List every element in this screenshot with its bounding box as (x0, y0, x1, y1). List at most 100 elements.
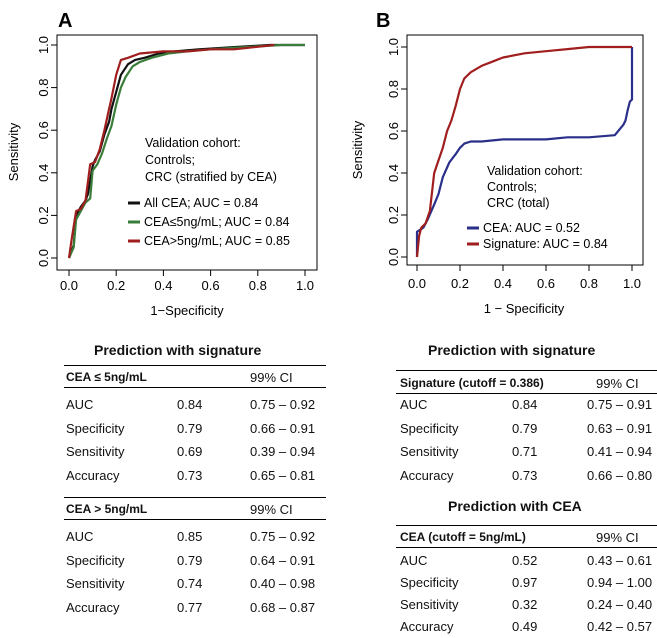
x-tick-label: 0.8 (580, 276, 598, 291)
table-cell-value: 0.84 (512, 397, 538, 412)
table-left-title: Prediction with signature (94, 342, 262, 358)
y-axis-label: Sensitivity (6, 122, 21, 181)
legend-label: Signature: AUC = 0.84 (483, 237, 608, 251)
table-cell-ci: 0.65 – 0.81 (250, 467, 316, 483)
table-cell-ci: 0.66 – 0.91 (250, 420, 316, 436)
group-header: CEA ≤ 5ng/mL (66, 370, 147, 384)
legend-label: CEA>5ng/mL; AUC = 0.85 (144, 234, 290, 248)
y-tick-label: 0.4 (386, 164, 401, 182)
roc-charts: A B 0.0 0.2 0.4 0.6 0.8 1.0 0.0 0.2 0.4 0.6 0.8 1.0… (6, 10, 644, 318)
table-cell-label: Sensitivity (400, 444, 459, 459)
table-cell-ci: 0.24 – 0.40 (587, 597, 653, 612)
x-tick-label: 0.2 (107, 278, 125, 293)
y-tick-label: 0.0 (36, 249, 51, 267)
table-right-title: Prediction with signature (428, 342, 596, 358)
table-cell-value: 0.85 (177, 529, 203, 544)
x-tick-label: 0.2 (451, 276, 469, 291)
series-line-3 (67, 43, 275, 259)
group-header: CEA (cutoff = 5ng/mL) (400, 530, 526, 544)
group-header: CEA > 5ng/mL (66, 502, 148, 516)
table-cell-value: 0.77 (177, 599, 203, 615)
table-cell-label: Specificity (66, 420, 125, 436)
table-cell-ci: 0.41 – 0.94 (587, 444, 653, 459)
legend-label: CEA: AUC = 0.52 (483, 221, 580, 235)
table-cell-ci: 0.63 – 0.91 (587, 420, 653, 436)
legend-label: CEA≤5ng/mL; AUC = 0.84 (144, 215, 290, 229)
table-cell-value: 0.49 (512, 619, 538, 634)
table-cell-ci: 0.75 – 0.92 (250, 529, 316, 544)
rule (396, 525, 657, 526)
rule (396, 393, 657, 394)
x-tick-label: 0.4 (154, 278, 172, 293)
x-tick-label: 0.8 (249, 278, 267, 293)
table-cell-ci: 0.40 – 0.98 (250, 576, 316, 591)
table-cell-value: 0.73 (512, 467, 538, 483)
table-cell-value: 0.52 (512, 553, 538, 568)
table-cell-value: 0.32 (512, 597, 538, 612)
table-cell-value: 0.97 (512, 575, 538, 590)
group-ci-header: 99% CI (250, 370, 293, 385)
table-cell-ci: 0.68 – 0.87 (250, 599, 316, 615)
group-ci-header: 99% CI (250, 502, 293, 517)
chart-annotation: Validation cohort: (145, 136, 241, 150)
table-cell-ci: 0.94 – 1.00 (587, 575, 653, 590)
table-cell-ci: 0.64 – 0.91 (250, 552, 316, 568)
y-tick-label: 0.2 (386, 206, 401, 224)
y-tick-label: 1.0 (36, 36, 51, 54)
table-cell-label: Accuracy (66, 467, 120, 483)
x-tick-label: 0.4 (494, 276, 512, 291)
x-axis-label: 1 − Specificity (484, 301, 565, 316)
series-line-2 (415, 45, 632, 258)
chart-annotation: Validation cohort: (487, 164, 583, 178)
table-cell-label: Accuracy (400, 467, 454, 483)
x-tick-label: 1.0 (296, 278, 314, 293)
table-cell-value: 0.79 (177, 552, 203, 568)
table-cell-label: Accuracy (400, 619, 454, 634)
chart-annotation: CRC (stratified by CEA) (145, 170, 277, 184)
chart-annotation: Controls; (487, 180, 537, 194)
group-ci-header: 99% CI (596, 376, 639, 391)
table-cell-value: 0.74 (177, 576, 203, 591)
plot-frame (56, 34, 318, 271)
table-cell-ci: 0.43 – 0.61 (587, 553, 653, 568)
panel-a-letter: A (58, 10, 72, 32)
chart-annotation: Controls; (145, 153, 195, 167)
group-header: Signature (cutoff = 0.386) (400, 376, 544, 390)
table-cell-label: Sensitivity (66, 444, 125, 459)
y-tick-label: 0.8 (386, 80, 401, 98)
y-tick-label: 0.8 (36, 79, 51, 97)
table-cell-label: AUC (400, 397, 428, 412)
rule (64, 365, 326, 366)
table-cell-ci: 0.42 – 0.57 (587, 619, 653, 634)
chart-annotation: CRC (total) (487, 196, 550, 210)
table-cell-ci: 0.39 – 0.94 (250, 444, 316, 459)
table-cell-value: 0.79 (512, 420, 538, 436)
series-line-1 (415, 47, 634, 257)
y-axis-label: Sensitivity (350, 120, 365, 179)
table-cell-ci: 0.75 – 0.92 (250, 397, 316, 412)
table-cell-value: 0.84 (177, 397, 203, 412)
x-axis-label: 1−Specificity (150, 303, 224, 318)
x-tick-label: 1.0 (623, 276, 641, 291)
y-tick-label: 1.0 (386, 38, 401, 56)
table-cell-ci: 0.75 – 0.91 (587, 397, 653, 412)
roc-chart-a: 0.0 0.2 0.4 0.6 0.8 1.0 0.0 0.2 0.4 0.6 0.8 1.0 1−Sp… (6, 34, 318, 318)
table-cell-value: 0.73 (177, 467, 203, 483)
table-cell-label: Sensitivity (400, 597, 459, 612)
rule (64, 497, 326, 498)
y-tick-label: 0.6 (36, 121, 51, 139)
table-cell-label: Accuracy (66, 599, 120, 615)
x-tick-label: 0.6 (202, 278, 220, 293)
table-cell-label: AUC (400, 553, 428, 568)
x-tick-label: 0.6 (537, 276, 555, 291)
roc-chart-b: 0.0 0.2 0.4 0.6 0.8 1.0 0.0 0.2 0.4 0.6 0.8 1.0 1 − … (350, 34, 644, 316)
table-cell-value: 0.69 (177, 444, 203, 459)
y-tick-label: 0.4 (36, 164, 51, 182)
rule (396, 547, 657, 548)
x-tick-label: 0.0 (60, 278, 78, 293)
rule (64, 519, 326, 520)
x-tick-label: 0.0 (408, 276, 426, 291)
table-cell-label: Specificity (400, 420, 459, 436)
panel-b-letter: B (376, 10, 390, 32)
table-cell-label: AUC (66, 529, 94, 544)
